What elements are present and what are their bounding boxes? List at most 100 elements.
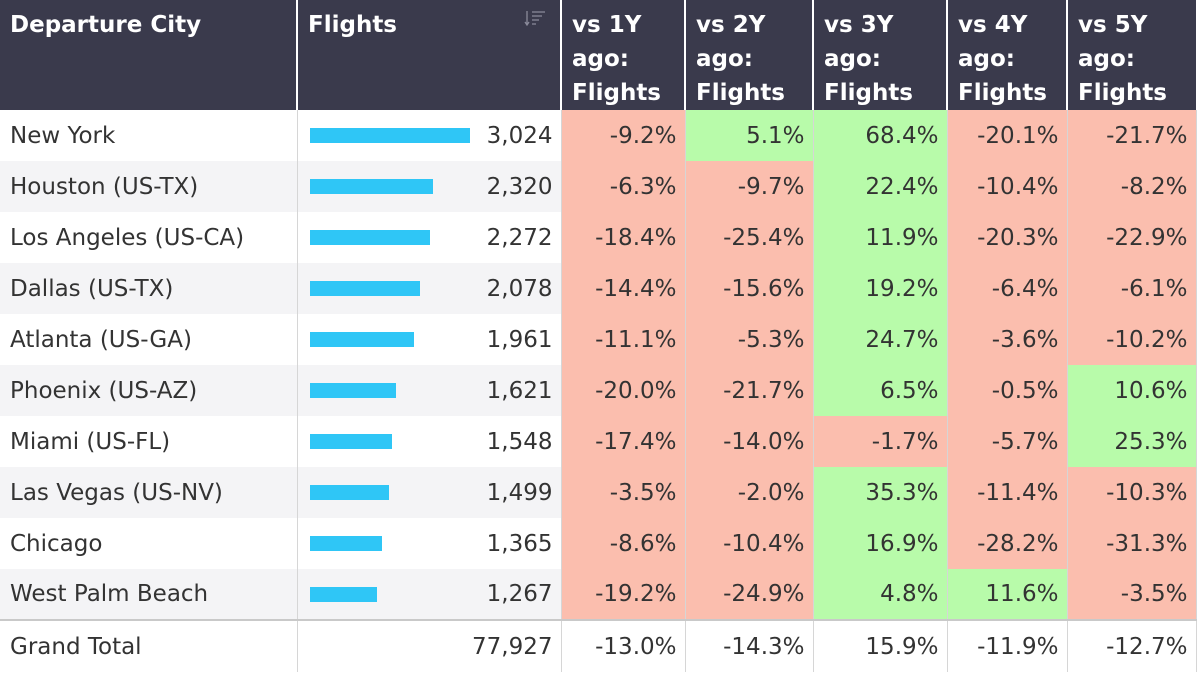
flights-value: 1,621 [486,377,553,404]
departure-city-cell: Atlanta (US-GA) [0,314,298,365]
change-cell-vs-3y: -1.7% [813,416,948,467]
column-header-vs-2y[interactable]: vs 2Y ago: Flights [685,0,814,110]
column-header-departure-city[interactable]: Departure City [0,0,298,110]
column-header-vs-4y[interactable]: vs 4Y ago: Flights [947,0,1068,110]
column-header-vs-5y[interactable]: vs 5Y ago: Flights [1067,0,1196,110]
change-cell-vs-4y: -5.7% [947,416,1068,467]
change-cell-vs-3y: 6.5% [813,365,948,416]
change-cell-vs-4y: -6.4% [947,263,1068,314]
table-row[interactable]: Houston (US-TX) 2,320 -6.3% -9.7% 22.4% -10.4… [0,161,1197,212]
change-cell-vs-3y: 68.4% [813,110,948,161]
flights-cell: 2,320 [297,161,562,212]
change-cell-vs-3y: 16.9% [813,518,948,569]
column-header-flights[interactable]: Flights [297,0,562,110]
flights-value: 1,499 [486,479,553,506]
change-cell-vs-3y: 35.3% [813,467,948,518]
change-cell-vs-1y: -11.1% [561,314,686,365]
flights-cell: 3,024 [297,110,562,161]
flights-cell: 1,621 [297,365,562,416]
table-row[interactable]: Atlanta (US-GA) 1,961 -11.1% -5.3% 24.7% -3.6… [0,314,1197,365]
change-cell-vs-2y: -14.0% [685,416,814,467]
flights-bar [309,230,430,245]
change-cell-vs-3y: 24.7% [813,314,948,365]
flights-bar [309,485,389,500]
change-cell-vs-5y: 10.6% [1067,365,1197,416]
flights-value: 1,267 [486,581,553,607]
change-cell-vs-1y: -3.5% [561,467,686,518]
change-cell-vs-5y: -10.3% [1067,467,1197,518]
departure-city-cell: Houston (US-TX) [0,161,298,212]
change-cell-vs-2y: -5.3% [685,314,814,365]
table-row[interactable]: Los Angeles (US-CA) 2,272 -18.4% -25.4% 11.9… [0,212,1197,263]
flights-value: 1,548 [486,428,553,455]
table-row[interactable]: Miami (US-FL) 1,548 -17.4% -14.0% -1.7% -5.7%… [0,416,1197,467]
grand-total-flights: 77,927 [297,619,562,672]
grand-total-row: Grand Total 77,927 -13.0% -14.3% 15.9% -… [0,619,1197,672]
change-cell-vs-2y: -24.9% [685,569,814,620]
change-cell-vs-2y: -9.7% [685,161,814,212]
change-cell-vs-4y: -10.4% [947,161,1068,212]
departure-city-cell: Miami (US-FL) [0,416,298,467]
change-cell-vs-1y: -6.3% [561,161,686,212]
change-cell-vs-5y: -31.3% [1067,518,1197,569]
change-cell-vs-3y: 22.4% [813,161,948,212]
change-cell-vs-5y: -10.2% [1067,314,1197,365]
flights-cell: 1,548 [297,416,562,467]
flights-bar [309,586,377,602]
change-cell-vs-2y: 5.1% [685,110,814,161]
departure-city-cell: Las Vegas (US-NV) [0,467,298,518]
flights-cell: 2,078 [297,263,562,314]
flights-bar [309,536,382,551]
change-cell-vs-5y: -8.2% [1067,161,1197,212]
change-cell-vs-2y: -2.0% [685,467,814,518]
table-body: New York 3,024 -9.2% 5.1% 68.4% -20.1% -21.7% H… [0,110,1197,620]
flights-cell: 1,499 [297,467,562,518]
grand-total-vs-4y: -11.9% [947,619,1068,672]
change-cell-vs-4y: -11.4% [947,467,1068,518]
change-cell-vs-1y: -19.2% [561,569,686,620]
change-cell-vs-2y: -15.6% [685,263,814,314]
change-cell-vs-4y: -3.6% [947,314,1068,365]
table-row[interactable]: Las Vegas (US-NV) 1,499 -3.5% -2.0% 35.3% -11… [0,467,1197,518]
change-cell-vs-2y: -25.4% [685,212,814,263]
flights-value: 1,961 [486,326,553,353]
flights-bar [309,332,414,347]
departure-city-cell: West Palm Beach [0,569,298,620]
change-cell-vs-4y: -28.2% [947,518,1068,569]
grand-total-label: Grand Total [0,619,298,672]
change-cell-vs-4y: -20.1% [947,110,1068,161]
flights-cell: 1,267 [297,569,562,620]
grand-total-vs-3y: 15.9% [813,619,948,672]
change-cell-vs-1y: -14.4% [561,263,686,314]
flights-bar [309,128,470,143]
change-cell-vs-4y: -20.3% [947,212,1068,263]
column-header-vs-1y[interactable]: vs 1Y ago: Flights [561,0,686,110]
change-cell-vs-1y: -17.4% [561,416,686,467]
grand-total-vs-5y: -12.7% [1067,619,1197,672]
flights-value: 2,272 [486,224,553,251]
change-cell-vs-4y: 11.6% [947,569,1068,620]
grand-total-vs-2y: -14.3% [685,619,814,672]
header-row: Departure City Flights vs 1Y ago: Flight… [0,0,1196,110]
table-row[interactable]: Chicago 1,365 -8.6% -10.4% 16.9% -28.2% -31.3% [0,518,1197,569]
table-row[interactable]: Phoenix (US-AZ) 1,621 -20.0% -21.7% 6.5% -0.5… [0,365,1197,416]
departure-city-cell: New York [0,110,298,161]
column-header-vs-3y[interactable]: vs 3Y ago: Flights [813,0,948,110]
table-row[interactable]: West Palm Beach 1,267 -19.2% -24.9% 4.8% 11.6… [0,569,1197,620]
change-cell-vs-1y: -8.6% [561,518,686,569]
grand-total-vs-1y: -13.0% [561,619,686,672]
change-cell-vs-2y: -10.4% [685,518,814,569]
change-cell-vs-5y: -6.1% [1067,263,1197,314]
flights-value: 3,024 [486,122,553,149]
flights-value: 1,365 [486,530,553,557]
change-cell-vs-5y: -21.7% [1067,110,1197,161]
flights-bar [309,179,433,194]
change-cell-vs-4y: -0.5% [947,365,1068,416]
sort-descending-icon[interactable] [524,10,546,26]
departure-city-cell: Dallas (US-TX) [0,263,298,314]
flights-bar [309,383,396,398]
change-cell-vs-5y: 25.3% [1067,416,1197,467]
table-row[interactable]: Dallas (US-TX) 2,078 -14.4% -15.6% 19.2% -6.4… [0,263,1197,314]
table-row[interactable]: New York 3,024 -9.2% 5.1% 68.4% -20.1% -21.7% [0,110,1197,161]
change-cell-vs-5y: -22.9% [1067,212,1197,263]
